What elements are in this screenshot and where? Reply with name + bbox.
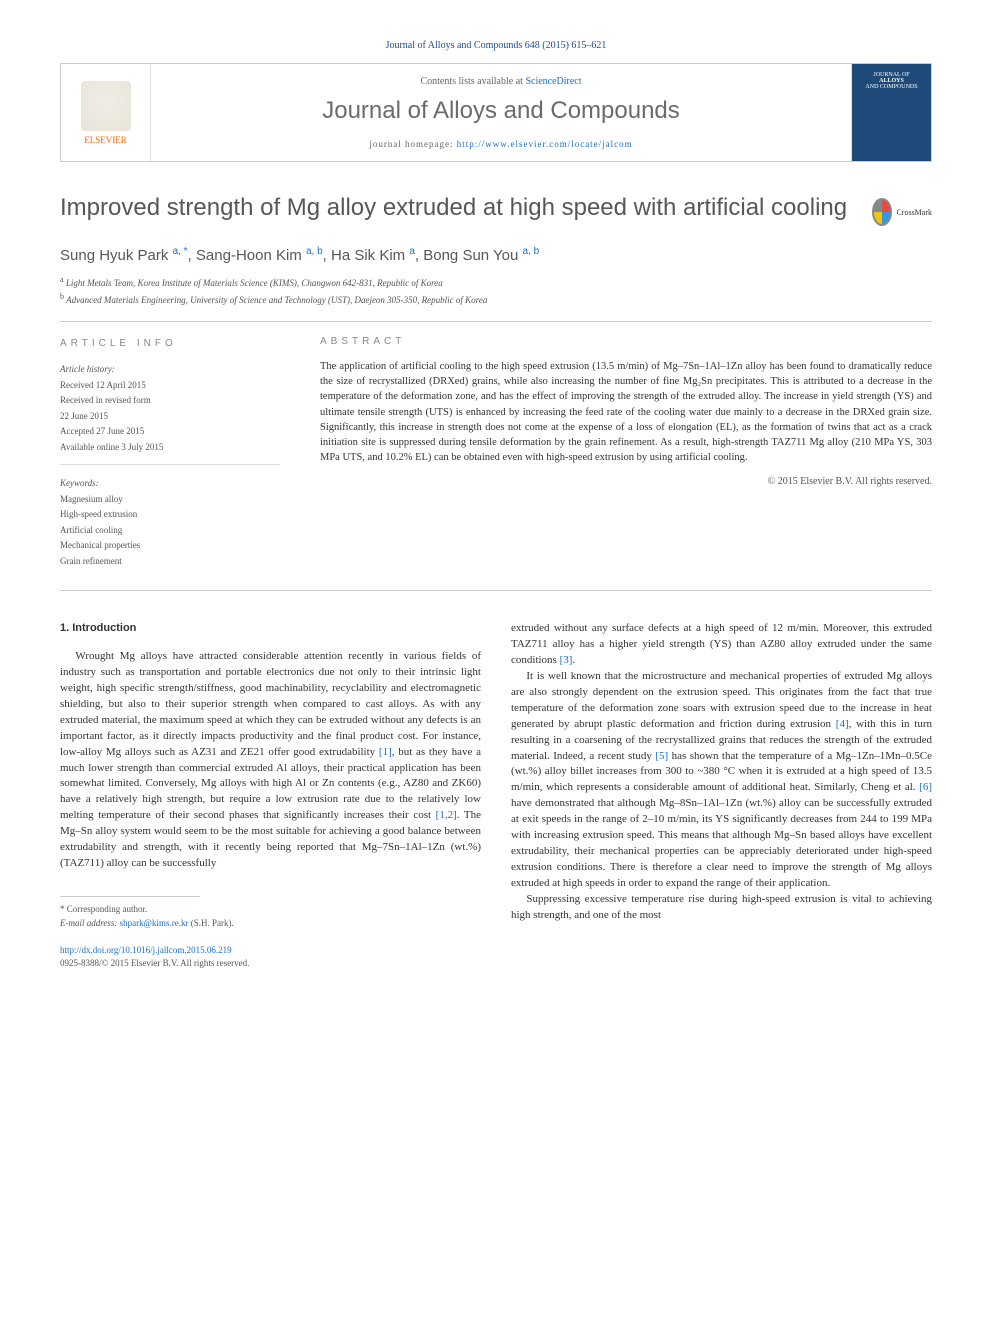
- sciencedirect-link[interactable]: ScienceDirect: [525, 76, 581, 87]
- divider: [60, 464, 280, 465]
- crossmark-icon: [872, 198, 892, 226]
- footer-divider: [60, 896, 200, 897]
- received-date: Received 12 April 2015: [60, 379, 280, 393]
- accepted-date: Accepted 27 June 2015: [60, 425, 280, 439]
- article-info-heading: ARTICLE INFO: [60, 336, 280, 351]
- body-paragraph: Suppressing excessive temperature rise d…: [511, 892, 932, 924]
- keywords-label: Keywords:: [60, 477, 280, 491]
- issn-line: 0925-8388/© 2015 Elsevier B.V. All right…: [60, 957, 481, 970]
- email-link[interactable]: shpark@kims.re.kr: [120, 918, 189, 928]
- cover-text: AND COMPOUNDS: [865, 84, 917, 90]
- keyword: High-speed extrusion: [60, 508, 280, 522]
- body-columns: 1. Introduction Wrought Mg alloys have a…: [60, 621, 932, 970]
- body-paragraph: It is well known that the microstructure…: [511, 669, 932, 892]
- keyword: Magnesium alloy: [60, 493, 280, 507]
- citation-line: Journal of Alloys and Compounds 648 (201…: [60, 40, 932, 51]
- contents-line: Contents lists available at ScienceDirec…: [171, 76, 831, 87]
- homepage-line: journal homepage: http://www.elsevier.co…: [171, 139, 831, 149]
- corresponding-author: * Corresponding author. E-mail address: …: [60, 903, 481, 930]
- section-heading: 1. Introduction: [60, 621, 481, 637]
- doi-link[interactable]: http://dx.doi.org/10.1016/j.jallcom.2015…: [60, 944, 481, 957]
- divider: [60, 590, 932, 591]
- column-right: extruded without any surface defects at …: [511, 621, 932, 970]
- column-left: 1. Introduction Wrought Mg alloys have a…: [60, 621, 481, 970]
- revised-date: Received in revised form: [60, 394, 280, 408]
- journal-header: ELSEVIER Contents lists available at Sci…: [60, 63, 932, 162]
- journal-name: Journal of Alloys and Compounds: [171, 97, 831, 125]
- affiliation: a Light Metals Team, Korea Institute of …: [60, 274, 932, 291]
- abstract-text: The application of artificial cooling to…: [320, 359, 932, 466]
- body-paragraph: Wrought Mg alloys have attracted conside…: [60, 649, 481, 872]
- abstract-copyright: © 2015 Elsevier B.V. All rights reserved…: [320, 476, 932, 487]
- affiliations: a Light Metals Team, Korea Institute of …: [60, 274, 932, 307]
- elsevier-tree-icon: [81, 81, 131, 131]
- history-label: Article history:: [60, 363, 280, 377]
- homepage-prefix: journal homepage:: [369, 139, 456, 149]
- email-label: E-mail address:: [60, 918, 120, 928]
- affiliation: b Advanced Materials Engineering, Univer…: [60, 291, 932, 308]
- body-paragraph: extruded without any surface defects at …: [511, 621, 932, 669]
- homepage-link[interactable]: http://www.elsevier.com/locate/jalcom: [457, 139, 633, 149]
- elsevier-label: ELSEVIER: [84, 135, 127, 145]
- keyword: Mechanical properties: [60, 539, 280, 553]
- abstract-heading: ABSTRACT: [320, 336, 932, 347]
- divider: [60, 321, 932, 322]
- journal-cover-thumbnail: JOURNAL OF ALLOYS AND COMPOUNDS: [851, 64, 931, 161]
- article-title: Improved strength of Mg alloy extruded a…: [60, 192, 852, 223]
- online-date: Available online 3 July 2015: [60, 441, 280, 455]
- header-center: Contents lists available at ScienceDirec…: [151, 64, 851, 161]
- crossmark-badge[interactable]: CrossMark: [872, 192, 932, 232]
- elsevier-logo: ELSEVIER: [61, 64, 151, 161]
- email-name: (S.H. Park).: [188, 918, 233, 928]
- crossmark-label: CrossMark: [896, 208, 932, 217]
- corr-label: * Corresponding author.: [60, 903, 481, 917]
- corr-email-line: E-mail address: shpark@kims.re.kr (S.H. …: [60, 917, 481, 931]
- article-info-sidebar: ARTICLE INFO Article history: Received 1…: [60, 336, 280, 570]
- authors-list: Sung Hyuk Park a, *, Sang-Hoon Kim a, b,…: [60, 246, 932, 264]
- contents-prefix: Contents lists available at: [420, 76, 525, 87]
- keyword: Artificial cooling: [60, 524, 280, 538]
- keyword: Grain refinement: [60, 555, 280, 569]
- abstract-block: ABSTRACT The application of artificial c…: [320, 336, 932, 570]
- revised-date: 22 June 2015: [60, 410, 280, 424]
